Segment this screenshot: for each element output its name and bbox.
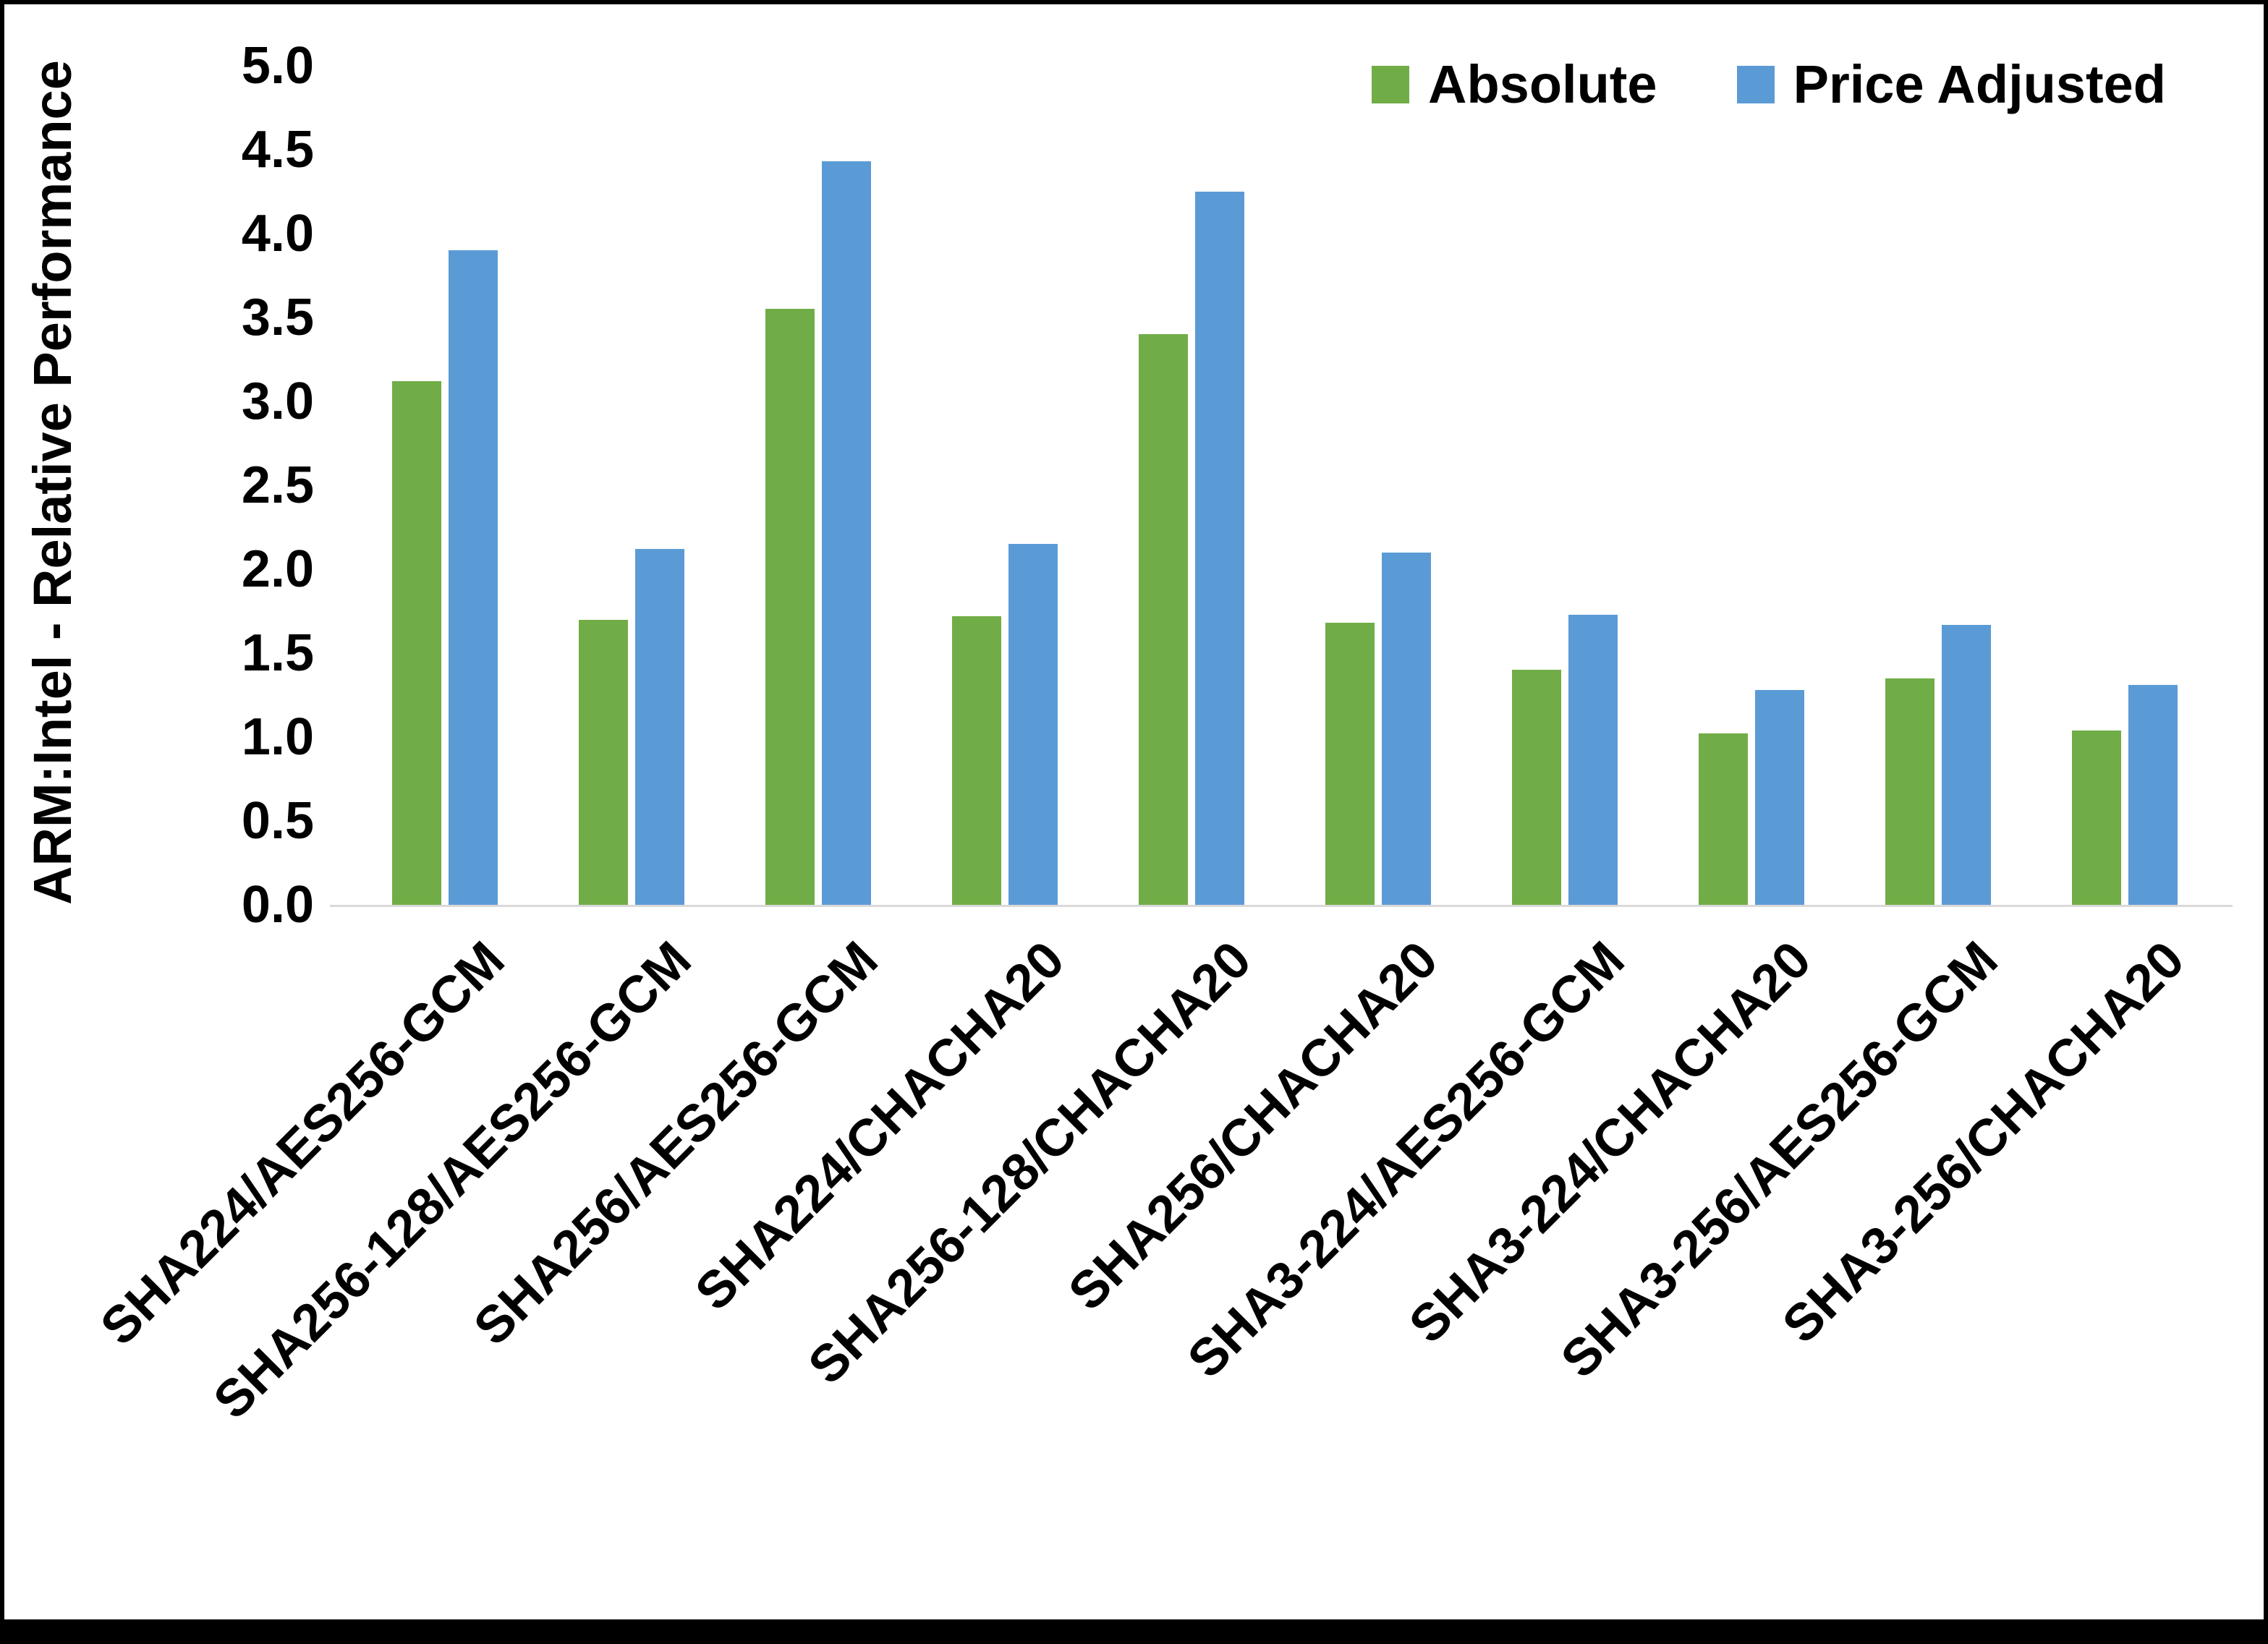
x-category-label: SHA224/CHACHA20 bbox=[684, 930, 1076, 1322]
legend-item-absolute: Absolute bbox=[1372, 54, 1657, 115]
y-tick-label: 3.5 bbox=[241, 289, 314, 346]
y-tick-label: 5.0 bbox=[241, 37, 314, 95]
legend-swatch-price-adjusted-icon bbox=[1736, 65, 1775, 103]
x-axis-line bbox=[330, 905, 2233, 907]
bar-absolute bbox=[952, 616, 1001, 905]
bar-price-adjusted bbox=[635, 549, 684, 905]
y-tick-label: 4.0 bbox=[241, 205, 314, 263]
y-tick-label: 2.5 bbox=[241, 456, 314, 514]
legend-label-absolute: Absolute bbox=[1428, 54, 1657, 114]
bar-absolute bbox=[1139, 334, 1188, 905]
y-tick-label: 0.5 bbox=[241, 792, 314, 850]
legend-label-price-adjusted: Price Adjusted bbox=[1793, 54, 2166, 114]
bar-price-adjusted bbox=[1942, 625, 1991, 905]
bar-absolute bbox=[765, 309, 815, 905]
bar-price-adjusted bbox=[1382, 553, 1431, 905]
bar-absolute bbox=[579, 620, 628, 905]
bar-price-adjusted bbox=[2128, 685, 2178, 905]
y-tick-label: 3.0 bbox=[241, 372, 314, 430]
bar-price-adjusted bbox=[1568, 615, 1618, 905]
y-tick-label: 0.0 bbox=[241, 876, 314, 934]
y-tick-label: 2.0 bbox=[241, 540, 314, 598]
bar-price-adjusted bbox=[1755, 690, 1804, 905]
y-tick-label: 1.0 bbox=[241, 708, 314, 766]
legend-item-price-adjusted: Price Adjusted bbox=[1736, 54, 2166, 115]
plot-area bbox=[352, 66, 2218, 905]
bar-price-adjusted bbox=[449, 250, 498, 905]
legend: Absolute Price Adjusted bbox=[1372, 54, 2166, 115]
y-tick-label: 4.5 bbox=[241, 121, 314, 179]
bar-absolute bbox=[392, 381, 441, 905]
bar-price-adjusted bbox=[822, 161, 871, 905]
bar-absolute bbox=[1885, 678, 1934, 905]
bar-price-adjusted bbox=[1195, 192, 1244, 905]
x-category-label: SHA256/CHACHA20 bbox=[1057, 930, 1449, 1322]
y-tick-label: 1.5 bbox=[241, 624, 314, 682]
x-axis-labels: SHA224/AES256-GCM SHA256-128/AES256-GCM SH… bbox=[4, 930, 2268, 1545]
bar-absolute bbox=[2072, 731, 2121, 905]
y-axis-tick-labels: 0.0 0.5 1.0 1.5 2.0 2.5 3.0 3.5 4.0 4.5 5.0 bbox=[4, 37, 323, 934]
bar-absolute bbox=[1512, 670, 1561, 905]
legend-swatch-absolute-icon bbox=[1372, 65, 1410, 103]
bar-absolute bbox=[1325, 623, 1375, 905]
bar-absolute bbox=[1699, 733, 1748, 905]
bar-price-adjusted bbox=[1008, 544, 1058, 905]
